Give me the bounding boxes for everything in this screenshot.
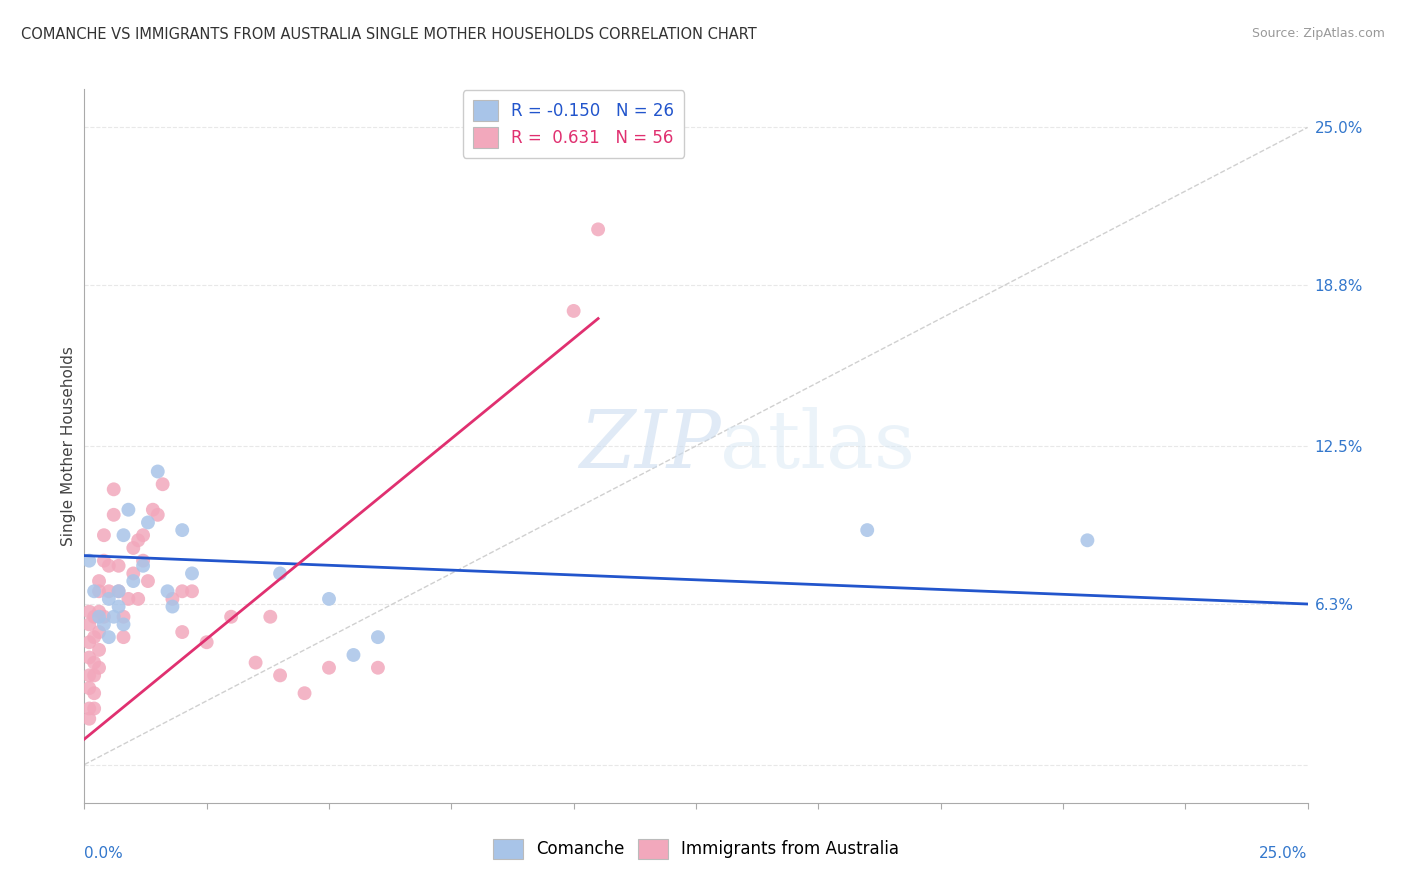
Point — [586, 222, 609, 236]
Point — [87, 625, 110, 640]
Point — [107, 584, 129, 599]
Point — [146, 508, 169, 522]
Point — [245, 656, 267, 670]
Point — [97, 630, 120, 644]
Point — [562, 304, 585, 318]
Point — [136, 574, 159, 588]
Point — [142, 502, 165, 516]
Point — [162, 591, 184, 606]
Point — [77, 668, 100, 682]
Point — [294, 686, 316, 700]
Point — [93, 617, 115, 632]
Point — [172, 584, 194, 599]
Point — [172, 625, 194, 640]
Point — [87, 574, 110, 588]
Point — [112, 617, 135, 632]
Point — [103, 508, 125, 522]
Point — [342, 648, 364, 662]
Point — [162, 599, 184, 614]
Point — [87, 584, 110, 599]
Point — [367, 630, 389, 644]
Text: COMANCHE VS IMMIGRANTS FROM AUSTRALIA SINGLE MOTHER HOUSEHOLDS CORRELATION CHART: COMANCHE VS IMMIGRANTS FROM AUSTRALIA SI… — [21, 27, 756, 42]
Point — [77, 701, 100, 715]
Point — [127, 533, 149, 548]
Point — [107, 558, 129, 573]
Point — [77, 617, 100, 632]
Point — [259, 609, 281, 624]
Point — [93, 609, 115, 624]
Point — [219, 609, 242, 624]
Point — [87, 605, 110, 619]
Point — [83, 609, 105, 624]
Point — [318, 591, 340, 606]
Point — [269, 668, 291, 682]
Point — [77, 681, 100, 695]
Point — [83, 701, 105, 715]
Point — [1076, 533, 1098, 548]
Point — [77, 650, 100, 665]
Point — [112, 609, 135, 624]
Point — [152, 477, 174, 491]
Point — [83, 656, 105, 670]
Point — [83, 686, 105, 700]
Point — [318, 661, 340, 675]
Point — [132, 558, 155, 573]
Point — [112, 630, 135, 644]
Text: ZIP: ZIP — [579, 408, 720, 484]
Point — [83, 630, 105, 644]
Point — [93, 528, 115, 542]
Point — [77, 712, 100, 726]
Point — [181, 566, 204, 581]
Point — [87, 643, 110, 657]
Text: 0.0%: 0.0% — [84, 846, 124, 861]
Point — [132, 554, 155, 568]
Point — [77, 554, 100, 568]
Point — [77, 605, 100, 619]
Point — [127, 591, 149, 606]
Point — [117, 502, 139, 516]
Point — [112, 528, 135, 542]
Point — [103, 609, 125, 624]
Point — [136, 516, 159, 530]
Point — [181, 584, 204, 599]
Point — [83, 584, 105, 599]
Point — [97, 591, 120, 606]
Point — [122, 566, 145, 581]
Point — [107, 584, 129, 599]
Point — [87, 609, 110, 624]
Text: Source: ZipAtlas.com: Source: ZipAtlas.com — [1251, 27, 1385, 40]
Point — [97, 584, 120, 599]
Point — [132, 528, 155, 542]
Point — [77, 635, 100, 649]
Point — [172, 523, 194, 537]
Text: 25.0%: 25.0% — [1260, 846, 1308, 861]
Point — [117, 591, 139, 606]
Point — [87, 661, 110, 675]
Point — [122, 541, 145, 555]
Point — [269, 566, 291, 581]
Point — [367, 661, 389, 675]
Point — [122, 574, 145, 588]
Point — [93, 554, 115, 568]
Point — [97, 558, 120, 573]
Point — [156, 584, 179, 599]
Point — [856, 523, 879, 537]
Text: atlas: atlas — [720, 407, 915, 485]
Point — [107, 599, 129, 614]
Legend: Comanche, Immigrants from Australia: Comanche, Immigrants from Australia — [486, 832, 905, 866]
Point — [83, 668, 105, 682]
Point — [146, 465, 169, 479]
Y-axis label: Single Mother Households: Single Mother Households — [60, 346, 76, 546]
Point — [195, 635, 218, 649]
Point — [103, 483, 125, 497]
